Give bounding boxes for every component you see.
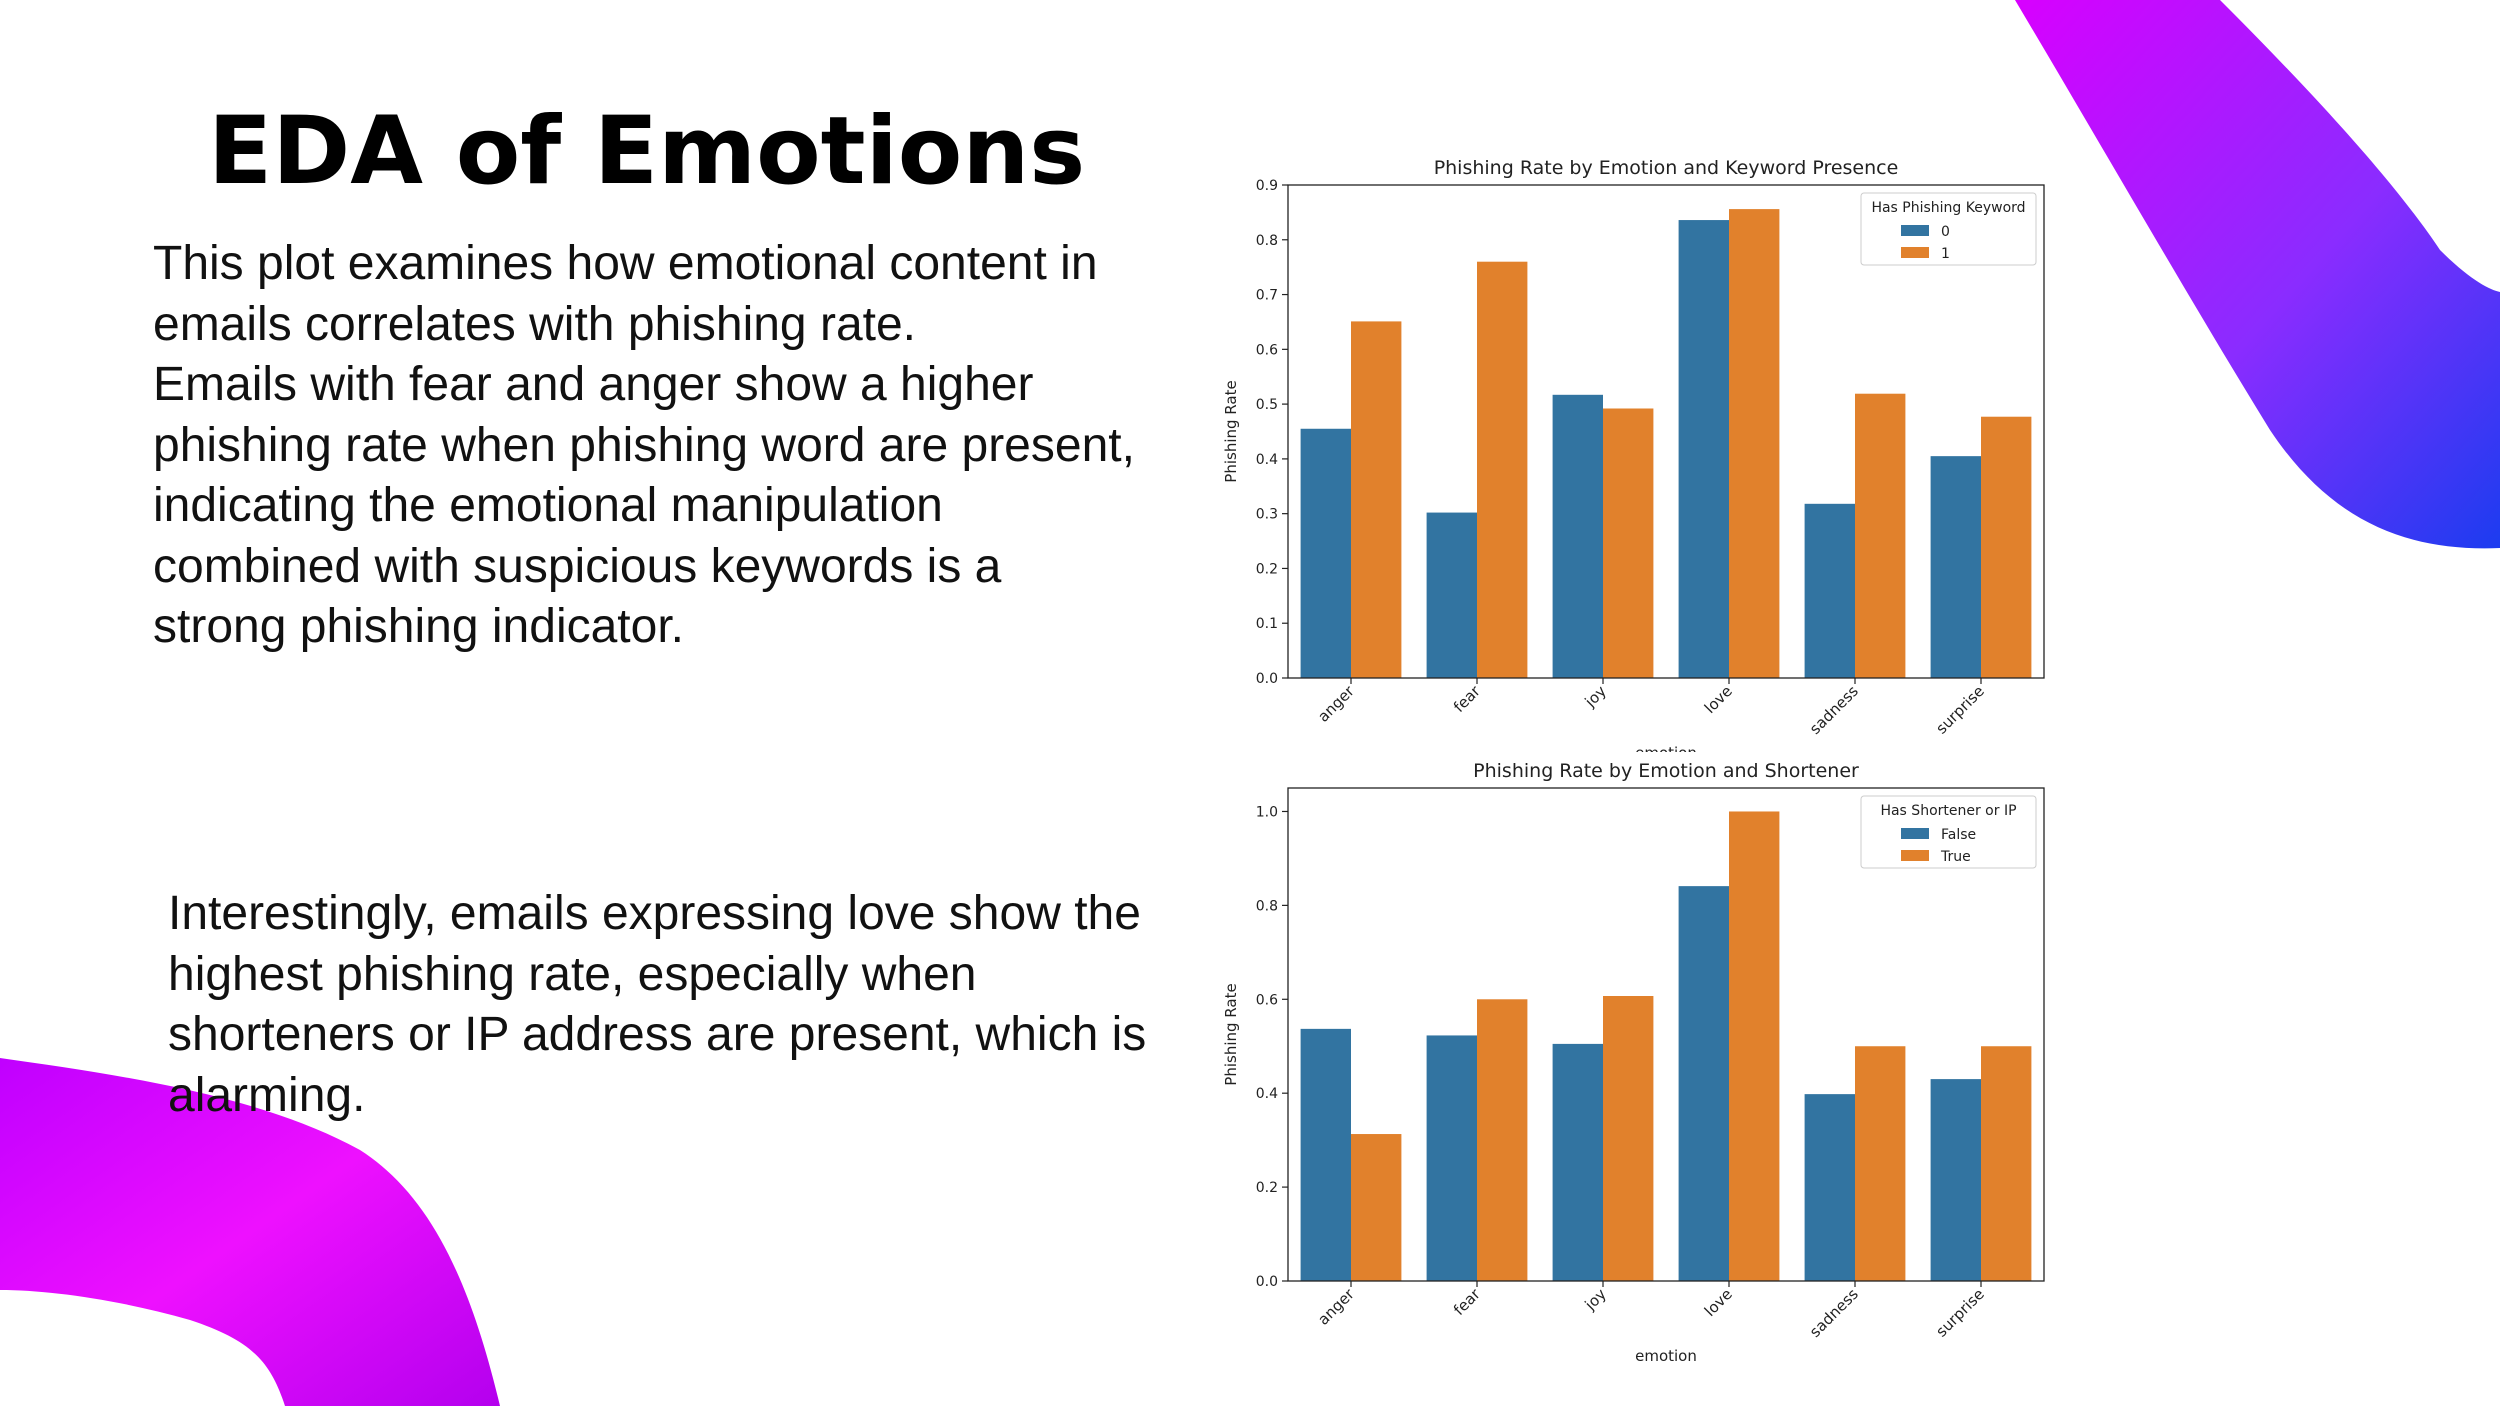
bar-1-surprise — [1981, 416, 2032, 678]
legend-title: Has Phishing Keyword — [1871, 200, 2025, 216]
description-paragraph-1: This plot examines how emotional content… — [153, 234, 1193, 658]
bar-1-love — [1729, 209, 1780, 678]
y-tick-label: 0.7 — [1256, 288, 1278, 304]
y-axis-label: Phishing Rate — [1222, 380, 1240, 482]
bar-0-joy — [1552, 394, 1603, 678]
x-tick-label-joy: joy — [1581, 1285, 1610, 1314]
bar-0-surprise — [1930, 456, 1981, 678]
bar-true-love — [1729, 811, 1780, 1281]
x-axis-label: emotion — [1635, 1347, 1697, 1365]
text-line: indicating the emotional manipulation — [153, 479, 943, 532]
bar-0-anger — [1300, 428, 1351, 678]
x-tick-label-surprise: surprise — [1932, 682, 1987, 737]
y-tick-label: 0.8 — [1256, 898, 1278, 914]
y-tick-label: 0.5 — [1256, 397, 1278, 413]
text-line: alarming. — [168, 1068, 366, 1122]
legend-swatch-true — [1901, 850, 1929, 861]
x-tick-label-fear: fear — [1450, 682, 1484, 716]
text-line: shorteners or IP address are present, wh… — [168, 1008, 1147, 1061]
description-paragraph-2: Interestingly, emails expressing love sh… — [168, 884, 1208, 1126]
legend-label-0: 0 — [1941, 224, 1950, 240]
x-tick-label-anger: anger — [1314, 1285, 1358, 1329]
bar-1-anger — [1351, 321, 1402, 678]
y-tick-label: 0.4 — [1256, 1086, 1278, 1102]
y-tick-label: 0.0 — [1256, 671, 1278, 687]
plot-frame — [1287, 184, 2045, 679]
bar-false-joy — [1552, 1043, 1603, 1281]
x-axis-label: emotion — [1635, 744, 1697, 752]
y-tick-label: 0.1 — [1256, 616, 1278, 632]
text-line: Emails with fear and anger show a higher — [153, 358, 1034, 411]
y-tick-label: 1.0 — [1256, 804, 1278, 820]
bar-1-joy — [1603, 408, 1654, 678]
y-tick-label: 0.0 — [1256, 1274, 1278, 1290]
bar-false-surprise — [1930, 1079, 1981, 1281]
y-axis-label: Phishing Rate — [1222, 983, 1240, 1085]
chart-title: Phishing Rate by Emotion and Shortener — [1473, 760, 1859, 782]
x-tick-label-sadness: sadness — [1806, 682, 1862, 738]
text-line: highest phishing rate, especially when — [168, 947, 977, 1001]
bar-false-fear — [1426, 1035, 1477, 1281]
text-line: combined with suspicious keywords is a — [153, 539, 1002, 593]
y-tick-label: 0.8 — [1256, 233, 1278, 249]
bar-1-fear — [1477, 261, 1528, 678]
bar-1-sadness — [1855, 393, 1906, 678]
keyword-presence-chart: Phishing Rate by Emotion and Keyword Pre… — [1222, 157, 2045, 752]
x-tick-label-fear: fear — [1450, 1285, 1484, 1319]
bar-true-surprise — [1981, 1046, 2032, 1281]
legend-swatch-false — [1901, 828, 1929, 839]
plot-frame — [1287, 787, 2045, 1282]
legend-label-true: True — [1940, 849, 1971, 865]
bottom-left-ribbon — [0, 1058, 500, 1406]
y-tick-label: 0.2 — [1256, 1180, 1278, 1196]
legend-title: Has Shortener or IP — [1880, 803, 2016, 819]
slide-title: EDA of Emotions — [208, 97, 1086, 206]
bar-false-sadness — [1804, 1094, 1855, 1281]
bar-true-sadness — [1855, 1046, 1906, 1281]
text-line: emails correlates with phishing rate. — [153, 297, 917, 351]
bar-0-sadness — [1804, 503, 1855, 678]
bar-false-anger — [1300, 1028, 1351, 1281]
bar-true-anger — [1351, 1134, 1402, 1281]
legend-label-1: 1 — [1941, 246, 1950, 262]
y-tick-label: 0.2 — [1256, 561, 1278, 577]
text-line: Interestingly, emails expressing love sh… — [168, 887, 1141, 940]
y-tick-label: 0.6 — [1256, 342, 1278, 358]
bar-true-joy — [1603, 995, 1654, 1281]
chart-title: Phishing Rate by Emotion and Keyword Pre… — [1434, 157, 1899, 179]
legend-label-false: False — [1941, 827, 1976, 843]
x-tick-label-surprise: surprise — [1932, 1285, 1987, 1340]
shortener-chart: Phishing Rate by Emotion and Shortener 0.… — [1222, 760, 2045, 1365]
x-tick-label-love: love — [1701, 1285, 1736, 1320]
text-line: phishing rate when phishing word are pre… — [153, 418, 1135, 472]
x-tick-label-joy: joy — [1581, 682, 1610, 711]
bar-0-fear — [1426, 512, 1477, 678]
x-tick-label-love: love — [1701, 682, 1736, 717]
y-tick-label: 0.3 — [1256, 507, 1278, 523]
x-tick-label-sadness: sadness — [1806, 1285, 1862, 1341]
text-line: strong phishing indicator. — [153, 600, 684, 653]
legend-swatch-0 — [1901, 225, 1929, 236]
top-right-ribbon — [2015, 0, 2500, 549]
bar-true-fear — [1477, 999, 1528, 1281]
legend-swatch-1 — [1901, 247, 1929, 258]
y-tick-label: 0.4 — [1256, 452, 1278, 468]
x-tick-label-anger: anger — [1314, 682, 1358, 726]
bar-0-love — [1678, 220, 1729, 678]
bar-false-love — [1678, 886, 1729, 1281]
text-line: This plot examines how emotional content… — [153, 237, 1098, 290]
y-tick-label: 0.6 — [1256, 992, 1278, 1008]
y-tick-label: 0.9 — [1256, 178, 1278, 194]
